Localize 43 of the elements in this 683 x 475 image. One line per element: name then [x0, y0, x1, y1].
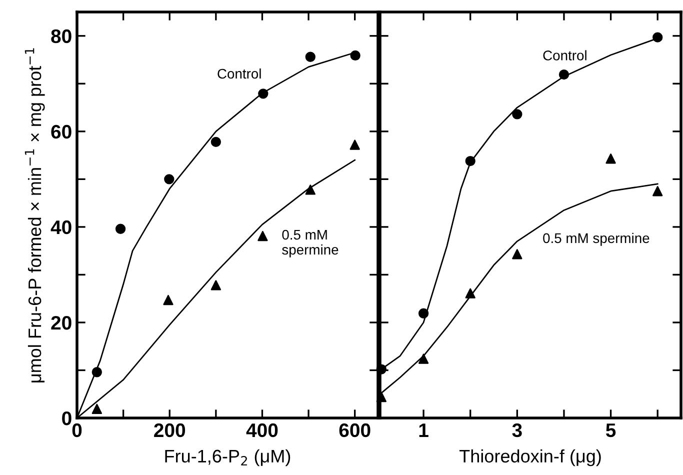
y-tick-label: 60	[51, 124, 72, 139]
series-label: Control	[218, 68, 261, 79]
point	[258, 88, 268, 99]
x-tick-label: 3	[512, 423, 522, 438]
point	[305, 52, 316, 62]
x-tick-label: 0	[72, 423, 82, 438]
y-tick-label: 0	[62, 411, 72, 426]
x-axis-title: Fru-1,6-P$_{2}$ (μM)	[165, 449, 290, 466]
point	[163, 294, 174, 306]
point	[512, 249, 522, 260]
point	[92, 367, 102, 378]
point	[652, 32, 663, 42]
point	[376, 392, 386, 402]
x-tick-label: 400	[246, 423, 278, 438]
y-tick-label: 80	[51, 29, 72, 44]
point	[164, 174, 174, 184]
y-tick-label: 20	[51, 316, 72, 330]
point	[418, 354, 429, 364]
x-tick-label: 200	[154, 423, 186, 438]
point	[210, 280, 222, 290]
point	[350, 50, 360, 61]
point	[465, 156, 476, 166]
point	[606, 154, 616, 164]
point	[115, 224, 126, 234]
x-axis-title: Thioredoxin-f (μg)	[459, 449, 601, 466]
point	[465, 288, 476, 298]
point	[512, 109, 522, 120]
point	[652, 186, 663, 196]
series-label: 0.5 mM spermine	[543, 232, 650, 246]
point	[350, 140, 360, 150]
point	[418, 308, 429, 318]
x-tick-label: 600	[339, 423, 370, 438]
x-tick-label: 1	[419, 424, 428, 437]
point	[210, 136, 222, 148]
point	[258, 230, 268, 242]
series-label: 0.5 mM spermine	[282, 230, 338, 258]
point	[558, 69, 570, 80]
series-label: Control	[543, 50, 586, 60]
x-tick-label: 5	[606, 424, 616, 438]
point	[305, 184, 316, 195]
y-tick-label: 40	[50, 220, 72, 234]
y-axis-title: μmol Fru-6-P formed × min$^{−1}$ × mg prot$^{−1}$	[24, 48, 45, 382]
point	[92, 404, 102, 414]
